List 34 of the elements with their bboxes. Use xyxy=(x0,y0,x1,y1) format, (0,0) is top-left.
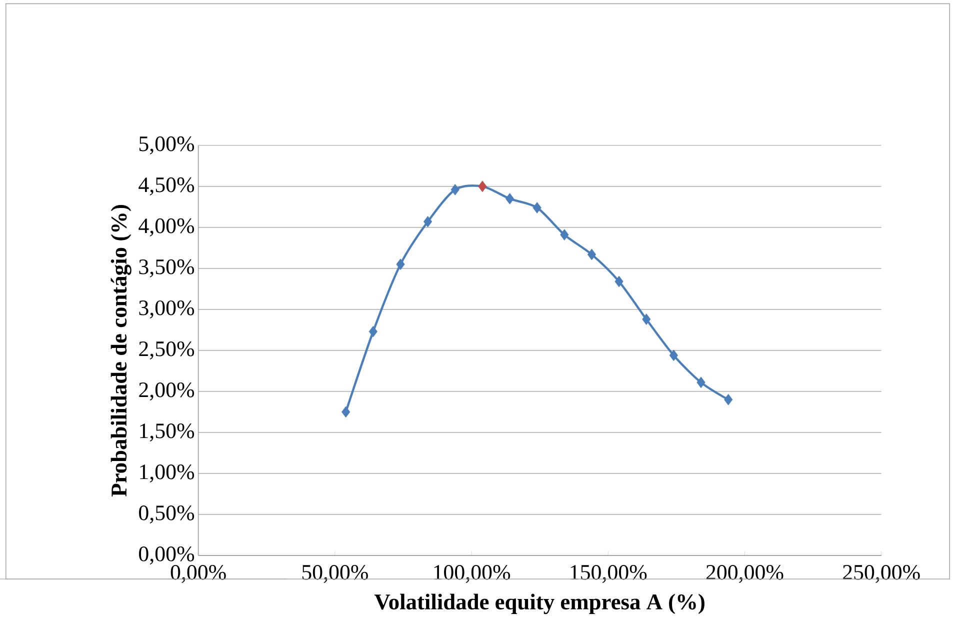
x-tick-label: 250,00% xyxy=(843,564,920,583)
point xyxy=(560,228,569,240)
point xyxy=(587,248,596,260)
point xyxy=(696,376,706,388)
y-tick-label: 1,50% xyxy=(140,423,194,442)
y-tick-label: 3,50% xyxy=(139,259,194,278)
point xyxy=(669,349,678,361)
y-tick-label: 4,50% xyxy=(138,177,194,196)
x-axis-title: Volatilidade equity empresa A (%) xyxy=(374,594,704,614)
x-tick-label: 200,00% xyxy=(706,564,784,583)
y-tick-label: 1,00% xyxy=(140,464,194,482)
y-tick-label: 0,00% xyxy=(139,546,194,564)
y-tick-label: 3,00% xyxy=(139,300,194,318)
y-tick-label: 2,50% xyxy=(139,341,194,360)
x-tick-label: 150,00% xyxy=(570,564,647,583)
y-tick-label: 0,50% xyxy=(139,505,194,524)
x-tick-label: 50,00% xyxy=(302,564,368,583)
point xyxy=(423,216,432,228)
point xyxy=(505,192,514,204)
x-tick-label: 0,00% xyxy=(170,564,226,583)
point xyxy=(342,406,350,418)
point xyxy=(450,184,460,196)
point xyxy=(478,180,487,192)
point xyxy=(724,394,733,406)
point xyxy=(532,202,542,214)
point xyxy=(368,326,378,338)
y-tick-label: 4,00% xyxy=(138,218,194,236)
x-tick-label: 100,00% xyxy=(434,564,510,583)
y-axis-title: Probabilidade de contágio (%) xyxy=(110,204,132,496)
point xyxy=(642,313,651,325)
y-tick-label: 5,00% xyxy=(139,136,194,154)
point xyxy=(396,258,405,270)
y-tick-label: 2,00% xyxy=(139,382,194,400)
point xyxy=(614,276,624,287)
